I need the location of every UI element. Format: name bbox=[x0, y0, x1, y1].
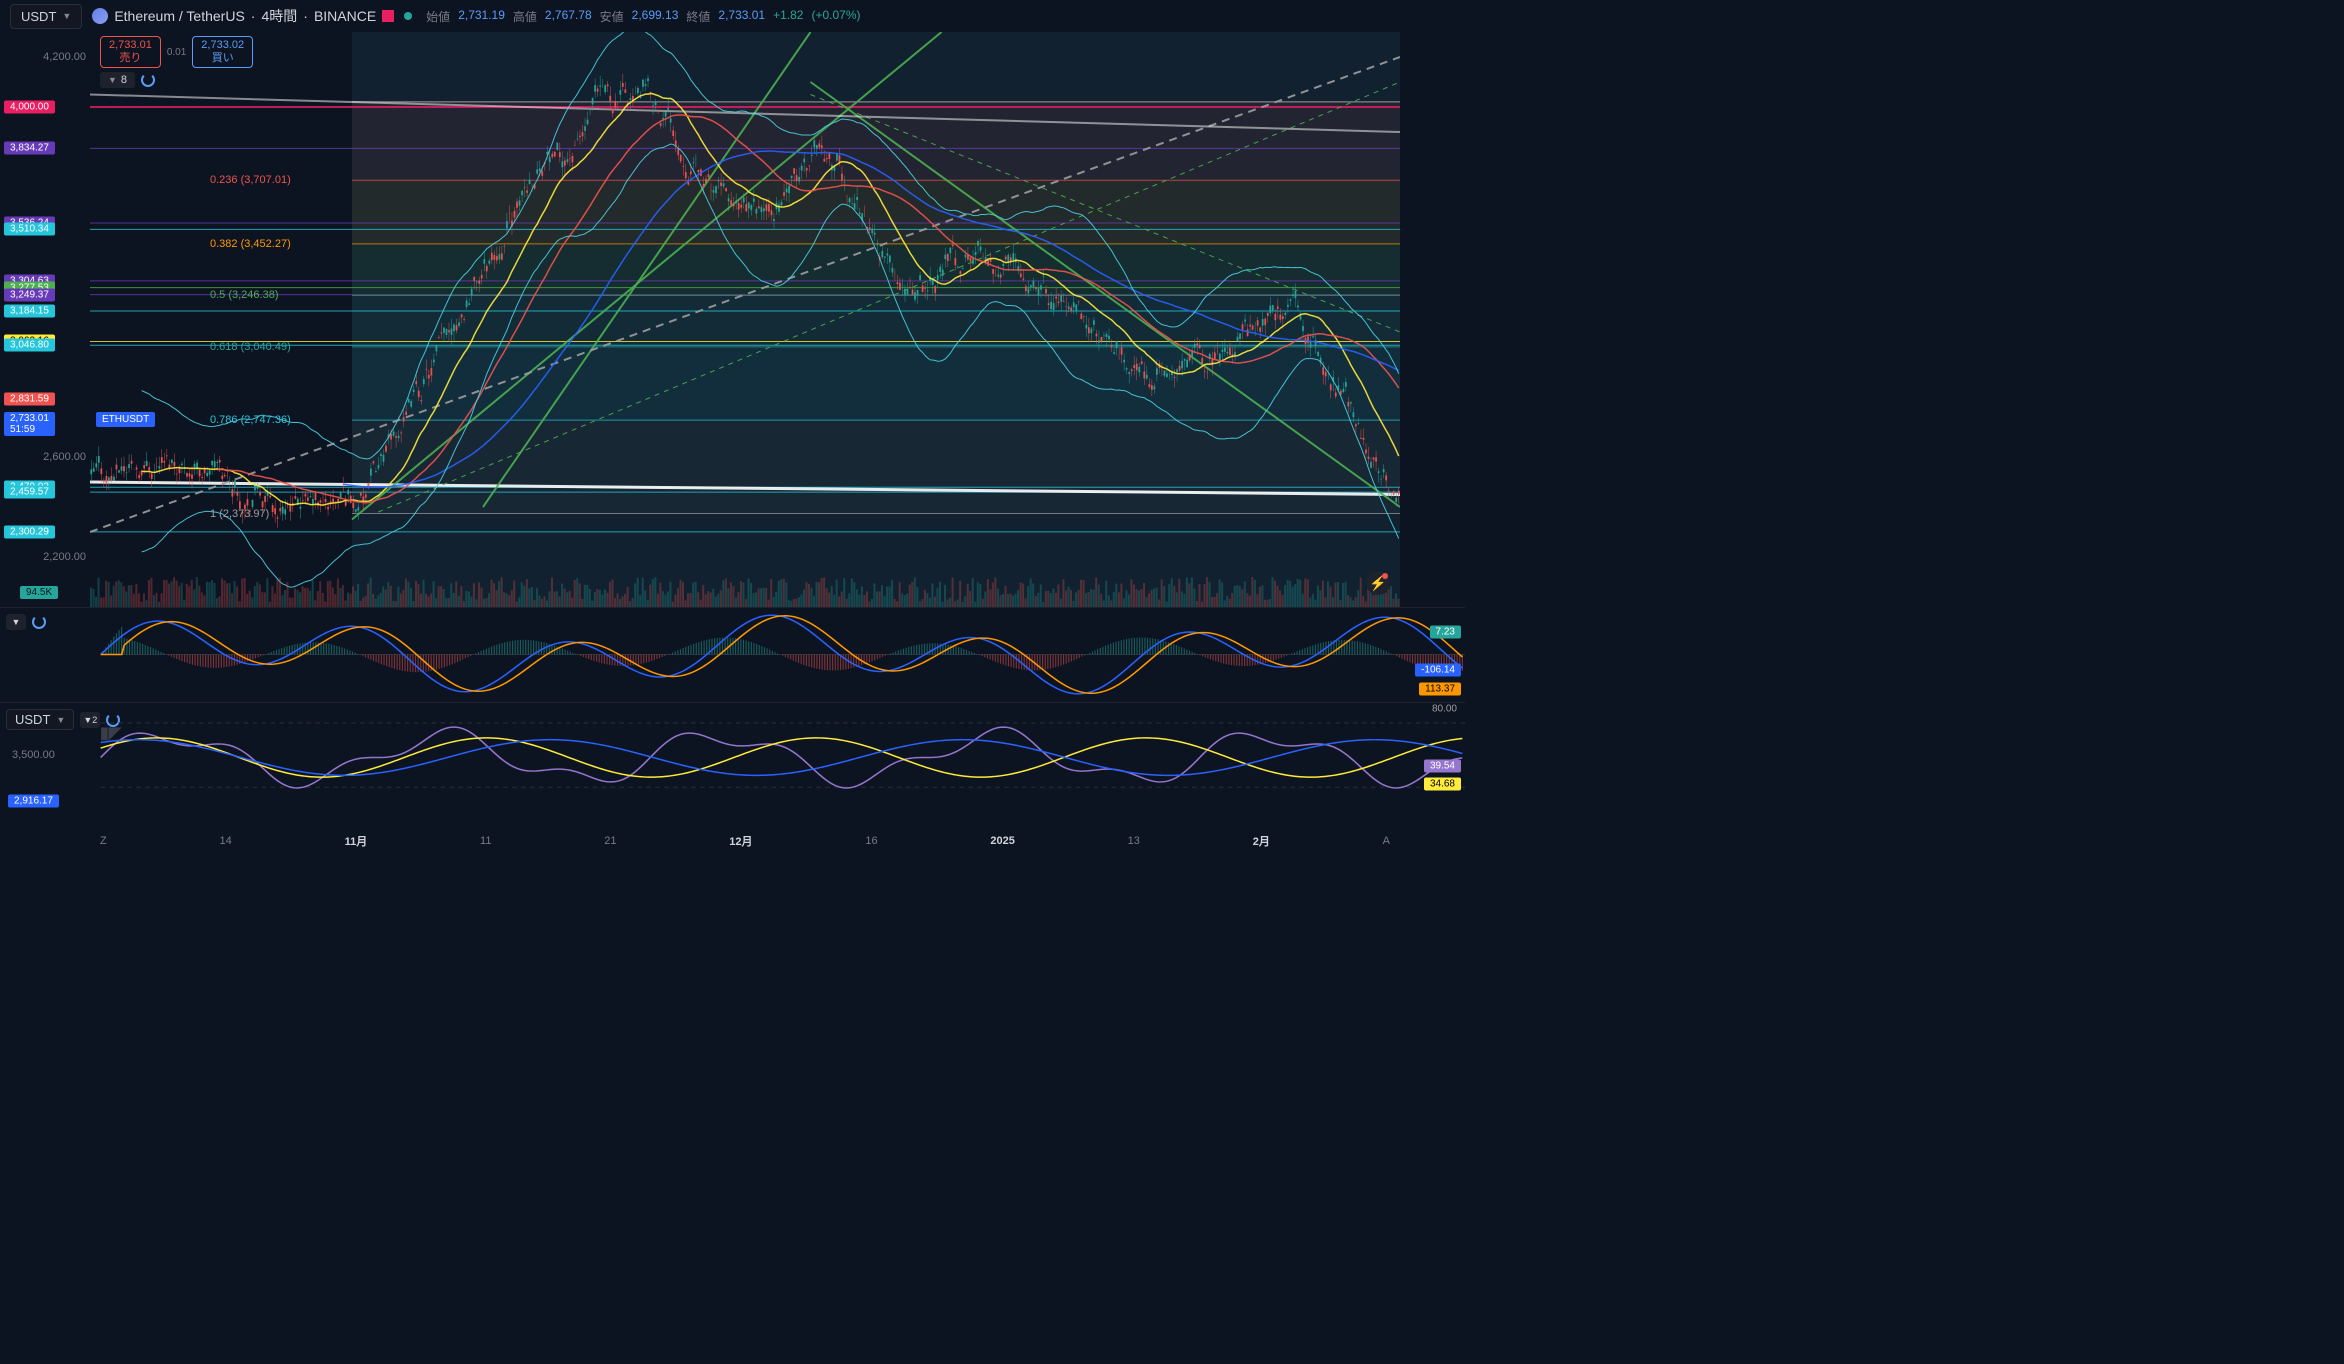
exchange: BINANCE bbox=[314, 8, 376, 24]
spread: 0.01 bbox=[167, 47, 186, 58]
refresh-icon bbox=[141, 73, 155, 87]
eth-icon bbox=[92, 8, 108, 24]
trade-box: 2,733.01 売り 0.01 2,733.02 買い bbox=[100, 36, 253, 68]
interval: 4時間 bbox=[261, 6, 297, 26]
rsi-panel[interactable]: USDT ▼ ▼ 2 80.0039.5434.683,500.002,916.… bbox=[0, 702, 1465, 817]
pair-name: Ethereum / TetherUS bbox=[114, 8, 244, 24]
chart-title: Ethereum / TetherUS · 4時間 · BINANCE bbox=[92, 6, 394, 26]
ohlc-legend: 始値2,731.19 高値2,767.78 安値2,699.13 終値2,733… bbox=[426, 8, 860, 25]
flag-icon bbox=[382, 10, 394, 22]
symbol-badge: ETHUSDT bbox=[96, 412, 155, 427]
chevron-down-icon: ▼ bbox=[62, 11, 71, 21]
top-bar: USDT ▼ Ethereum / TetherUS · 4時間 · BINAN… bbox=[0, 0, 1465, 32]
time-axis: Z1411月112112月162025132月A bbox=[90, 829, 1400, 853]
status-dot-icon bbox=[404, 12, 412, 20]
alert-icon[interactable]: ⚡ bbox=[1366, 571, 1390, 595]
indicator-collapse[interactable]: ▼8 bbox=[100, 72, 155, 88]
symbol-selector[interactable]: USDT ▼ bbox=[10, 4, 82, 29]
tv-logo-icon: ▮◤ bbox=[100, 723, 121, 743]
base-symbol: USDT bbox=[21, 9, 56, 24]
buy-button[interactable]: 2,733.02 買い bbox=[192, 36, 253, 68]
volume-badge: 94.5K bbox=[20, 586, 58, 599]
price-axis: 4,200.002,600.002,200.004,000.003,834.27… bbox=[0, 32, 90, 607]
macd-panel[interactable]: ▼ 7.23-106.14113.37 bbox=[0, 607, 1465, 702]
main-chart[interactable]: 4,200.002,600.002,200.004,000.003,834.27… bbox=[0, 32, 1465, 607]
sell-button[interactable]: 2,733.01 売り bbox=[100, 36, 161, 68]
chart-canvas[interactable]: 0.236 (3,707.01)0.382 (3,452.27)0.5 (3,2… bbox=[90, 32, 1400, 607]
